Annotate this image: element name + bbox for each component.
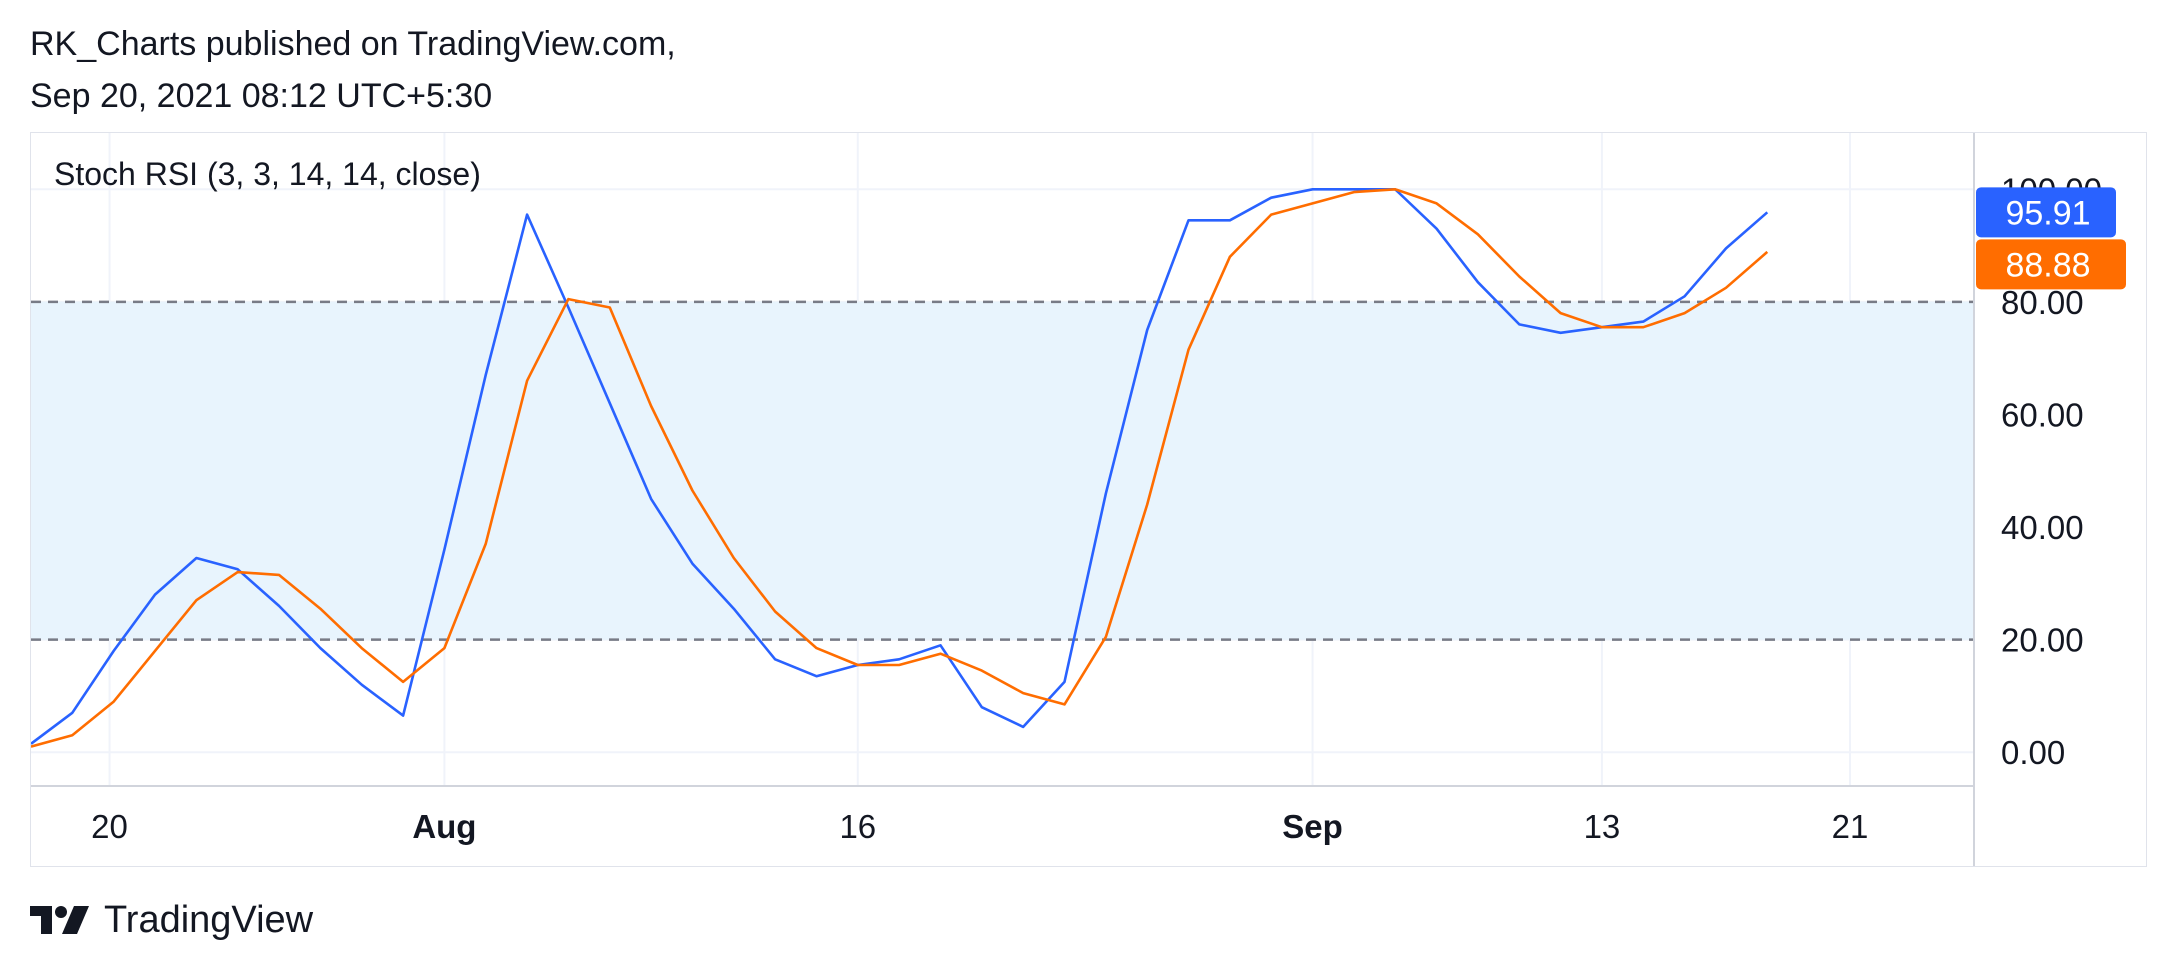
x-tick-label: 21 [1832,808,1869,845]
x-tick-label: 13 [1584,808,1621,845]
k-last-value-badge [1976,187,2116,238]
publisher-line: RK_Charts published on TradingView.com, [30,25,676,63]
y-tick-label: 20.00 [2001,622,2084,659]
y-tick-label: 0.00 [2001,734,2065,771]
footer-brand-text: TradingView [104,898,314,941]
x-tick-label: Sep [1282,808,1343,845]
d-last-value-badge [1976,239,2126,290]
last-value-label: 88.88 [2005,246,2090,284]
y-tick-label: 80.00 [2001,284,2084,321]
indicator-title: Stoch RSI (3, 3, 14, 14, close) [54,156,481,192]
y-tick-label: 40.00 [2001,509,2084,546]
publish-date-line: Sep 20, 2021 08:12 UTC+5:30 [30,77,493,115]
chart-frame: 0.0020.0040.0060.0080.00100.0020Aug16Sep… [30,132,2147,867]
x-tick-label: 20 [91,808,128,845]
x-tick-label: 16 [839,808,876,845]
stoch-k-line[interactable] [31,187,1769,745]
stoch-rsi-chart[interactable]: 0.0020.0040.0060.0080.00100.0020Aug16Sep… [31,133,2146,866]
x-tick-label: Aug [412,808,476,845]
y-tick-label: 60.00 [2001,396,2084,433]
tradingview-logo-icon [30,906,89,934]
stoch-d-line[interactable] [31,187,1769,748]
footer-brand[interactable]: TradingView [30,898,313,942]
last-value-label: 95.91 [2005,194,2090,232]
overbought-oversold-band [31,301,1974,640]
